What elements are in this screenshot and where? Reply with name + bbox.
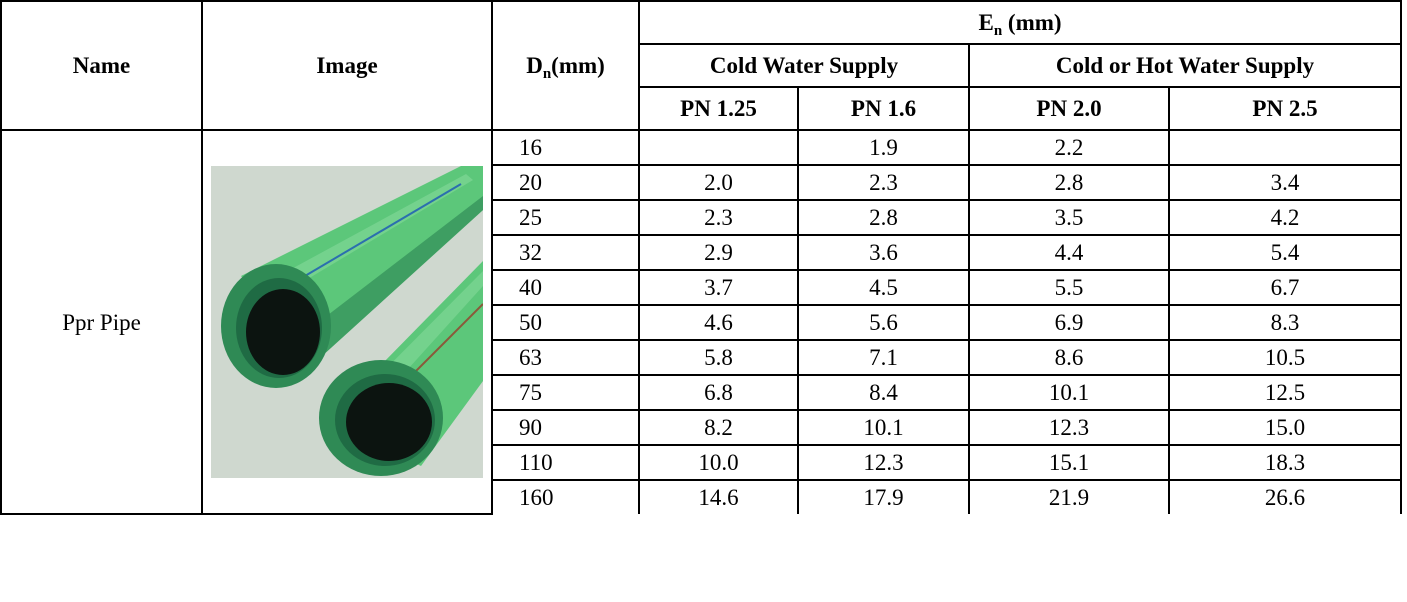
value-cell: 12.5 — [1167, 374, 1403, 411]
value-cell: 2.9 — [638, 234, 799, 271]
value-cell: 1.9 — [797, 129, 970, 166]
value-cell: 12.3 — [968, 409, 1170, 446]
value-cell: 3.5 — [968, 199, 1170, 236]
dn-cell: 40 — [491, 269, 640, 306]
value-cell: 5.4 — [1167, 234, 1403, 271]
dn-cell: 25 — [491, 199, 640, 236]
value-cell: 6.8 — [638, 374, 799, 411]
value-cell: 18.3 — [1167, 444, 1403, 481]
en-header: En (mm) — [637, 0, 1403, 45]
value-cell — [638, 129, 799, 166]
dn-cell: 20 — [491, 164, 640, 201]
value-cell: 21.9 — [968, 479, 1170, 514]
value-cell: 2.2 — [968, 129, 1170, 166]
dn-cell: 110 — [491, 444, 640, 481]
dn-cell: 50 — [491, 304, 640, 341]
dn-cell: 90 — [491, 409, 640, 446]
value-cell: 4.2 — [1167, 199, 1403, 236]
value-cell: 26.6 — [1167, 479, 1403, 514]
value-cell — [1167, 129, 1403, 166]
green-ppr-pipes-icon — [211, 166, 483, 478]
value-cell: 7.1 — [797, 339, 970, 376]
pn-header: PN 1.6 — [797, 86, 970, 131]
value-cell: 5.8 — [638, 339, 799, 376]
pn-header: PN 1.25 — [638, 86, 799, 131]
value-cell: 2.8 — [797, 199, 970, 236]
value-cell: 3.4 — [1167, 164, 1403, 201]
value-cell: 5.6 — [797, 304, 970, 341]
value-cell: 8.2 — [638, 409, 799, 446]
value-cell: 8.6 — [968, 339, 1170, 376]
value-cell: 10.0 — [638, 444, 799, 481]
pipe-spec-table: Name Image Dn(mm) En (mm) Cold Water Sup… — [0, 0, 1403, 515]
value-cell: 6.9 — [968, 304, 1170, 341]
value-cell: 8.4 — [797, 374, 970, 411]
value-cell: 10.1 — [797, 409, 970, 446]
name-header: Name — [0, 0, 203, 131]
value-cell: 2.8 — [968, 164, 1170, 201]
product-name: Ppr Pipe — [0, 129, 203, 515]
value-cell: 6.7 — [1167, 269, 1403, 306]
value-cell: 8.3 — [1167, 304, 1403, 341]
cold-water-header: Cold Water Supply — [638, 43, 970, 88]
dn-header: Dn(mm) — [491, 0, 640, 131]
pn-header: PN 2.0 — [968, 86, 1170, 131]
value-cell: 3.6 — [797, 234, 970, 271]
value-cell: 17.9 — [797, 479, 970, 514]
image-header: Image — [201, 0, 493, 131]
dn-cell: 32 — [491, 234, 640, 271]
value-cell: 3.7 — [638, 269, 799, 306]
value-cell: 15.1 — [968, 444, 1170, 481]
value-cell: 2.0 — [638, 164, 799, 201]
dn-cell: 16 — [491, 129, 640, 166]
value-cell: 5.5 — [968, 269, 1170, 306]
dn-cell: 75 — [491, 374, 640, 411]
dn-cell: 63 — [491, 339, 640, 376]
value-cell: 4.6 — [638, 304, 799, 341]
dn-cell: 160 — [491, 479, 640, 514]
value-cell: 10.5 — [1167, 339, 1403, 376]
value-cell: 4.5 — [797, 269, 970, 306]
value-cell: 15.0 — [1167, 409, 1403, 446]
value-cell: 2.3 — [797, 164, 970, 201]
value-cell: 10.1 — [968, 374, 1170, 411]
value-cell: 2.3 — [638, 199, 799, 236]
value-cell: 14.6 — [638, 479, 799, 514]
cold-hot-water-header: Cold or Hot Water Supply — [967, 43, 1403, 88]
value-cell: 12.3 — [797, 444, 970, 481]
value-cell: 4.4 — [968, 234, 1170, 271]
pn-header: PN 2.5 — [1167, 86, 1403, 131]
product-image — [201, 129, 493, 515]
